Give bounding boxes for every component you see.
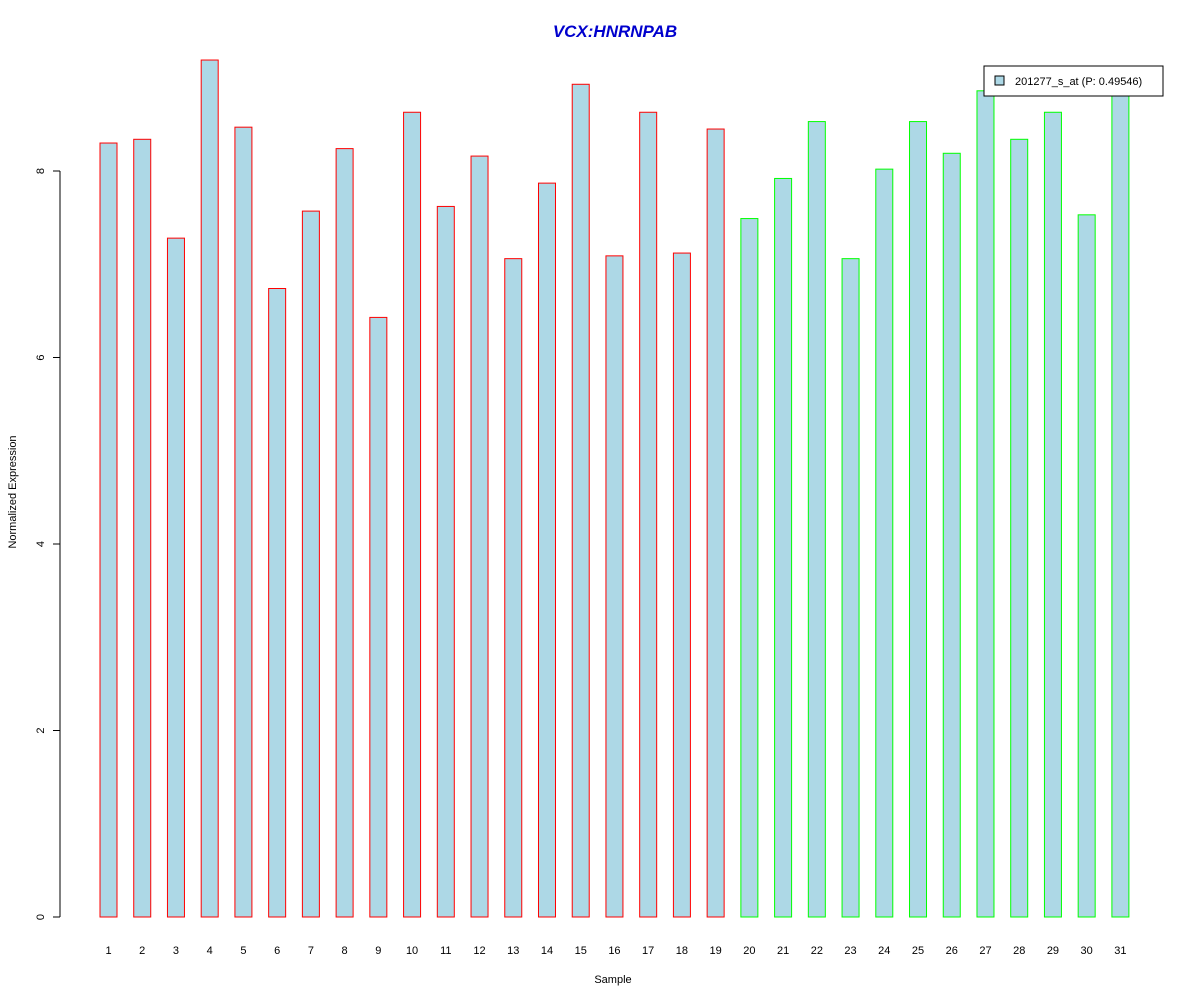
bar-sample-16 (605, 255, 624, 918)
x-tick-label: 28 (1013, 945, 1025, 957)
bar-sample-8 (335, 148, 354, 918)
bars-group (99, 59, 1130, 918)
bar-sample-10 (403, 111, 422, 918)
bar-sample-4 (200, 59, 219, 918)
x-tick-label: 21 (777, 945, 789, 957)
x-tick-label: 1 (105, 945, 111, 957)
bar-sample-22 (807, 121, 826, 918)
x-tick-label: 7 (308, 945, 314, 957)
x-tick-label: 26 (946, 945, 958, 957)
bar-sample-27 (976, 90, 995, 918)
bar-sample-25 (909, 121, 928, 918)
x-tick-label: 18 (676, 945, 688, 957)
x-tick-label: 4 (207, 945, 213, 957)
x-tick-label: 23 (844, 945, 856, 957)
x-tick-label: 29 (1047, 945, 1059, 957)
x-axis-label: Sample (594, 974, 631, 986)
x-tick-label: 16 (608, 945, 620, 957)
bar-sample-5 (234, 126, 253, 918)
x-tick-label: 24 (878, 945, 890, 957)
y-tick-label: 8 (35, 168, 47, 174)
x-tick-label: 9 (375, 945, 381, 957)
bar-sample-11 (436, 205, 455, 918)
bar-sample-9 (369, 316, 388, 918)
bar-sample-23 (841, 258, 860, 918)
y-axis: 0 2 4 6 8 (35, 168, 61, 920)
x-tick-label: 2 (139, 945, 145, 957)
bar-sample-2 (133, 138, 152, 918)
legend-label: 201277_s_at (P: 0.49546) (1015, 76, 1142, 88)
bar-sample-20 (740, 218, 759, 918)
y-tick-label: 6 (35, 354, 47, 360)
bar-sample-17 (639, 111, 658, 918)
bar-sample-6 (268, 287, 287, 918)
y-tick-label: 2 (35, 727, 47, 733)
x-tick-label: 19 (710, 945, 722, 957)
bar-sample-12 (470, 155, 489, 918)
x-tick-label: 22 (811, 945, 823, 957)
bar-sample-14 (537, 182, 556, 918)
x-tick-label: 13 (507, 945, 519, 957)
bar-sample-31 (1111, 90, 1130, 918)
bar-sample-18 (672, 252, 691, 918)
x-tick-label: 20 (743, 945, 755, 957)
bar-sample-29 (1043, 111, 1062, 918)
y-tick-label: 0 (35, 914, 47, 920)
x-tick-label: 8 (342, 945, 348, 957)
x-tick-label: 11 (440, 945, 451, 957)
x-tick-label: 14 (541, 945, 553, 957)
bar-sample-21 (774, 177, 793, 918)
x-tick-label: 12 (473, 945, 485, 957)
x-tick-label: 27 (979, 945, 991, 957)
y-tick-label: 4 (35, 541, 47, 547)
bar-sample-28 (1010, 138, 1029, 918)
bar-sample-7 (301, 210, 320, 918)
bar-sample-3 (166, 237, 185, 918)
bar-sample-15 (571, 83, 590, 918)
legend-box (983, 65, 1164, 97)
x-tick-label: 5 (240, 945, 246, 957)
x-tick-label: 17 (642, 945, 654, 957)
bar-sample-13 (504, 258, 523, 918)
legend-swatch (994, 75, 1005, 86)
bar-sample-1 (99, 142, 118, 918)
bar-sample-30 (1077, 214, 1096, 918)
x-tick-label: 3 (173, 945, 179, 957)
chart-title: VCX:HNRNPAB (553, 22, 677, 41)
x-tick-label: 6 (274, 945, 280, 957)
x-tick-labels: 1 2 3 4 5 6 7 8 9 10 11 12 13 14 15 16 17 18 19 20 21 22 23 24 2… (105, 945, 1126, 957)
y-axis-label: Normalized Expression (7, 435, 19, 548)
x-tick-label: 25 (912, 945, 924, 957)
bar-sample-24 (875, 168, 894, 918)
x-tick-label: 10 (406, 945, 418, 957)
x-tick-label: 15 (575, 945, 587, 957)
bar-sample-26 (942, 152, 961, 918)
legend: 201277_s_at (P: 0.49546) (983, 65, 1164, 97)
x-tick-label: 30 (1081, 945, 1093, 957)
x-tick-label: 31 (1114, 945, 1126, 957)
bar-sample-19 (706, 128, 725, 918)
